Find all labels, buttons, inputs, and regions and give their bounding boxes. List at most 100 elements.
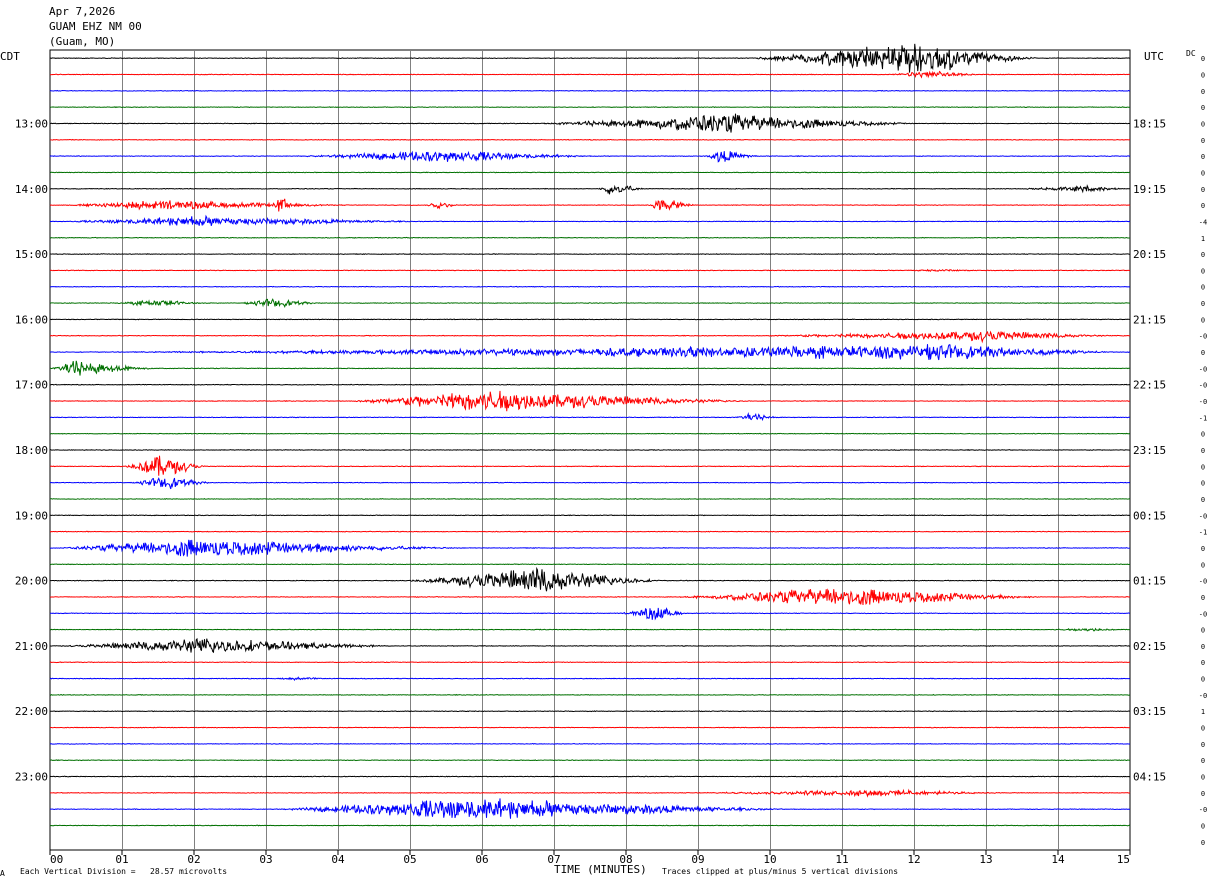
trace-line [49,676,1131,682]
trace-line [49,360,1131,376]
trace-line [49,566,1131,592]
left-zone-label: CDT [0,50,20,63]
trace-line [49,236,1131,239]
trace-line [49,759,1131,762]
right-hour-label: 03:15 [1133,705,1166,718]
trace-line [49,138,1131,141]
dc-offset-label: 0 [1201,676,1205,684]
trace-line [49,268,1131,273]
x-tick-label: 09 [691,853,704,866]
trace-line [49,788,1131,798]
x-tick-label: 03 [259,853,272,866]
left-hour-label: 18:00 [15,444,48,457]
trace-line [49,298,1131,308]
left-hour-label: 22:00 [15,705,48,718]
trace-line [50,285,1131,288]
trace-line [49,693,1131,696]
x-tick-label: 00 [50,853,63,866]
x-tick-label: 01 [115,853,128,866]
left-hour-label: 23:00 [15,771,48,784]
x-tick-label: 06 [475,853,488,866]
trace-line [49,43,1131,73]
dc-offset-label: 0 [1201,774,1205,782]
right-zone-label: UTC [1144,50,1164,63]
dc-offset-label: 0 [1201,104,1205,112]
trace-line [49,775,1131,778]
dc-offset-label: -0 [1199,398,1207,406]
date-label: Apr 7,2026 [49,5,116,18]
dc-offset-label: -0 [1199,578,1207,586]
trace-line [49,627,1131,632]
dc-offset-label: 1 [1201,235,1205,243]
trace-line [49,726,1131,729]
dc-offset-label: -0 [1199,333,1207,341]
dc-offset-label: -0 [1199,806,1207,814]
dc-offset-label: 0 [1201,431,1205,439]
trace-line [49,89,1131,92]
right-hour-label: 21:15 [1133,313,1166,326]
dc-offset-label: -0 [1199,512,1207,520]
right-hour-label: 22:15 [1133,379,1166,392]
trace-line [49,390,1131,412]
left-hour-label: 21:00 [15,640,48,653]
left-hour-label: 19:00 [15,509,48,522]
dc-offset-label: 0 [1201,561,1205,569]
dc-offset-label: 0 [1201,659,1205,667]
x-tick-label: 15 [1117,853,1130,866]
dc-offset-label: 0 [1201,267,1205,275]
right-hour-label: 04:15 [1133,771,1166,784]
trace-line [49,455,1131,476]
clip-note: Traces clipped at plus/minus 5 vertical … [662,867,899,876]
dc-offset-label: 0 [1201,463,1205,471]
dc-offset-label: 0 [1201,741,1205,749]
x-tick-label: 07 [547,853,560,866]
dc-offset-label: 0 [1201,202,1205,210]
trace-line [49,383,1131,386]
trace-line [49,253,1131,256]
trace-line [49,449,1131,451]
left-hour-label: 16:00 [15,313,48,326]
dc-offset-label: 1 [1201,708,1205,716]
right-hour-label: 19:15 [1133,183,1166,196]
trace-line [49,710,1131,713]
dc-offset-label: 0 [1201,823,1205,831]
dc-offset-label: 0 [1201,120,1205,128]
left-hour-label: 20:00 [15,575,48,588]
dc-offset-label: 0 [1201,594,1205,602]
trace-line [49,742,1131,745]
x-tick-label: 13 [979,853,992,866]
dc-offset-label: -0 [1199,382,1207,390]
trace-line [49,477,1131,490]
dc-offset-label: -0 [1199,365,1207,373]
left-hour-label: 17:00 [15,379,48,392]
trace-line [49,184,1131,195]
right-hour-label: 00:15 [1133,509,1166,522]
trace-line [49,113,1131,133]
right-hour-label: 02:15 [1133,640,1166,653]
dc-label: DC [1186,49,1196,58]
dc-offset-label: 0 [1201,55,1205,63]
dc-offset-label: 0 [1201,284,1205,292]
dc-offset-label: 0 [1201,790,1205,798]
trace-line [49,563,1131,566]
station-label: GUAM EHZ NM 00 [49,20,142,33]
trace-line [50,637,1131,654]
trace-line [49,607,1131,621]
dc-offset-label: -0 [1199,692,1207,700]
trace-line [49,330,1131,344]
dc-offset-label: 0 [1201,316,1205,324]
trace-line [49,530,1131,533]
right-hour-label: 20:15 [1133,248,1166,261]
x-tick-label: 11 [835,853,848,866]
dc-offset-label: 0 [1201,545,1205,553]
dc-offset-label: 0 [1201,643,1205,651]
dc-offset-label: -1 [1199,529,1207,537]
dc-offset-label: 0 [1201,480,1205,488]
trace-line [49,214,1131,226]
dc-offset-label: 0 [1201,627,1205,635]
trace-line [49,588,1131,606]
right-hour-label: 18:15 [1133,117,1166,130]
trace-line [49,150,1131,163]
trace-line [49,432,1131,435]
trace-line [50,412,1131,422]
